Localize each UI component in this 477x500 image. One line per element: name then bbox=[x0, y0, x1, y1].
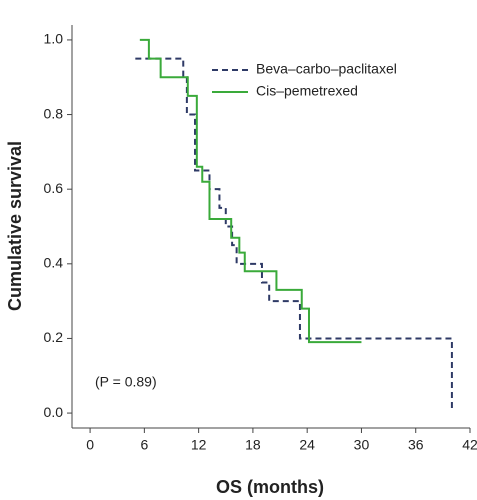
x-tick-label: 30 bbox=[354, 437, 370, 453]
x-tick-label: 42 bbox=[462, 437, 477, 453]
x-tick-label: 24 bbox=[299, 437, 315, 453]
survival-curve bbox=[139, 38, 362, 344]
y-tick-label: 0.0 bbox=[44, 404, 64, 420]
x-tick-label: 6 bbox=[140, 437, 148, 453]
legend-label: Cis–pemetrexed bbox=[256, 83, 358, 99]
legend-label: Beva–carbo–paclitaxel bbox=[256, 61, 397, 77]
y-tick-label: 0.6 bbox=[44, 180, 64, 196]
x-tick-label: 12 bbox=[191, 437, 207, 453]
x-axis-title: OS (months) bbox=[216, 477, 324, 497]
y-tick-label: 0.2 bbox=[44, 329, 64, 345]
y-axis-title: Cumulative survival bbox=[5, 141, 25, 311]
x-tick-label: 36 bbox=[408, 437, 424, 453]
y-tick-label: 0.4 bbox=[44, 255, 64, 271]
x-tick-label: 0 bbox=[86, 437, 94, 453]
survival-curve bbox=[135, 57, 453, 410]
annotation: (P = 0.89) bbox=[95, 374, 157, 390]
y-tick-label: 1.0 bbox=[44, 31, 64, 47]
x-tick-label: 18 bbox=[245, 437, 261, 453]
y-tick-label: 0.8 bbox=[44, 105, 64, 121]
